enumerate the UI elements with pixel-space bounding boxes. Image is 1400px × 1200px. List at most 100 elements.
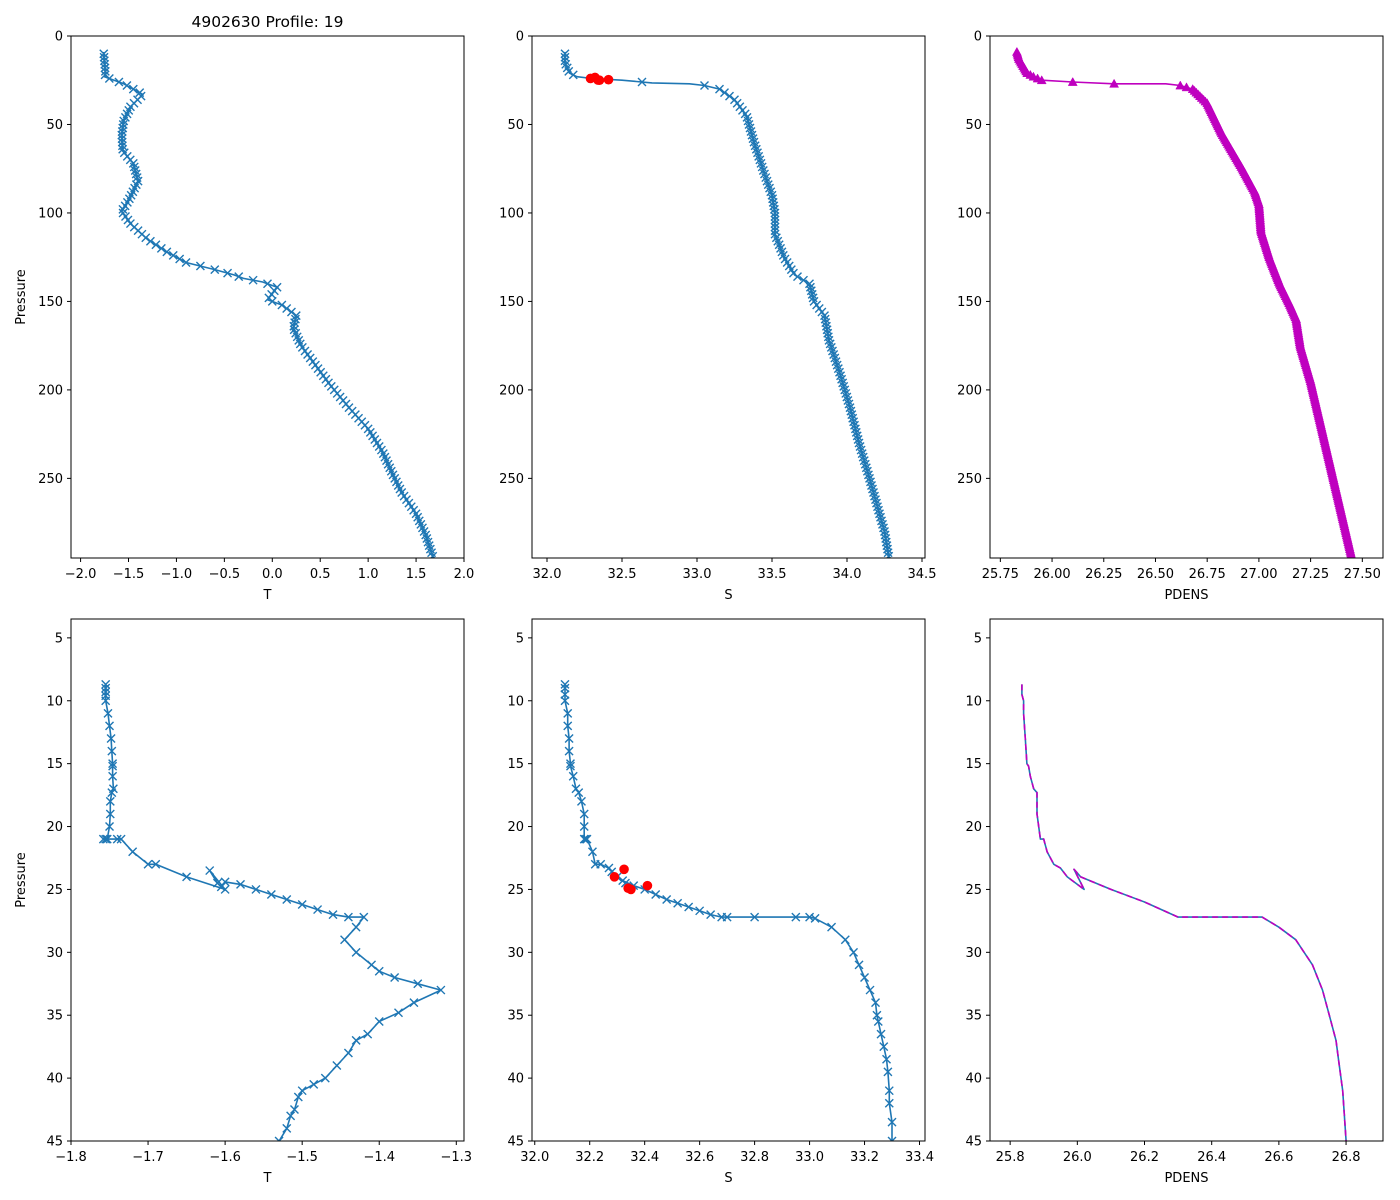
x-marker — [248, 275, 258, 285]
x-marker — [286, 307, 296, 317]
y-tick-label: 40 — [507, 1072, 524, 1087]
x-marker — [563, 708, 573, 718]
x-marker — [117, 137, 127, 147]
y-tick-label: 100 — [957, 206, 982, 221]
x-marker — [351, 922, 361, 932]
x-marker — [122, 81, 132, 91]
x-tick-label: 32.2 — [575, 1150, 604, 1165]
y-tick-label: 5 — [516, 631, 524, 646]
x-marker — [236, 879, 246, 889]
x-marker — [328, 910, 338, 920]
x-tick-label: 26.4 — [1197, 1150, 1226, 1165]
x-marker — [332, 1061, 342, 1071]
x-marker — [351, 1035, 361, 1045]
y-tick-label: 250 — [499, 472, 524, 487]
x-marker — [436, 985, 446, 995]
x-marker — [700, 81, 709, 91]
x-tick-label: −0.5 — [209, 567, 241, 582]
x-marker — [117, 134, 127, 144]
x-marker — [374, 966, 384, 976]
y-tick-label: 40 — [965, 1072, 982, 1087]
x-marker — [182, 872, 192, 882]
x-tick-label: −1.5 — [286, 1150, 318, 1165]
chart-title: 4902630 Profile: 19 — [191, 13, 343, 31]
x-marker — [581, 834, 591, 844]
x-marker — [156, 243, 166, 253]
x-marker — [107, 746, 117, 756]
x-marker — [821, 318, 831, 328]
x-marker — [297, 900, 307, 910]
x-marker — [114, 77, 124, 87]
x-marker — [673, 898, 683, 908]
x-tick-label: 33.4 — [905, 1150, 934, 1165]
x-marker — [715, 84, 724, 94]
x-marker — [128, 847, 138, 857]
x-tick-label: −1.0 — [161, 567, 193, 582]
x-marker — [720, 88, 729, 98]
flagged-point — [609, 872, 620, 882]
y-tick-label: 100 — [38, 206, 63, 221]
x-marker — [99, 56, 109, 66]
plot-area-top-right — [1011, 46, 1356, 558]
x-tick-label: 25.75 — [982, 567, 1019, 582]
y-tick-label: 15 — [46, 757, 63, 772]
x-marker — [251, 884, 261, 894]
x-marker — [277, 300, 287, 310]
x-marker — [883, 1067, 893, 1077]
triangle-marker — [1109, 78, 1120, 88]
y-tick-label: 150 — [957, 295, 982, 310]
panel-bottom-left: −1.8 −1.7 −1.6 −1.5 −1.4 −1.3 5 10 15 20 25 30 35 40 4… — [14, 618, 472, 1186]
x-marker — [145, 236, 155, 246]
x-marker — [263, 279, 272, 289]
x-marker — [282, 304, 292, 313]
x-marker — [118, 123, 128, 133]
x-marker — [725, 91, 734, 101]
x-marker — [881, 534, 891, 544]
x-marker — [101, 696, 111, 706]
x-marker — [768, 194, 778, 204]
y-tick-label: 30 — [46, 946, 63, 961]
x-axis-label: PDENS — [1164, 1171, 1208, 1186]
x-marker — [118, 204, 128, 214]
x-tick-label: 25.8 — [996, 1150, 1025, 1165]
x-marker — [568, 771, 578, 781]
y-axis-label: Pressure — [14, 269, 29, 325]
x-marker — [883, 548, 893, 558]
x-tick-label: 33.2 — [850, 1150, 879, 1165]
y-tick-label: 250 — [957, 472, 982, 487]
x-marker — [887, 1136, 897, 1141]
x-marker — [390, 972, 400, 982]
x-marker — [854, 960, 864, 970]
series-line-solid — [1016, 51, 1353, 558]
x-marker — [568, 70, 578, 80]
x-marker — [574, 788, 584, 798]
x-tick-label: −1.5 — [113, 567, 145, 582]
y-tick-label: 200 — [499, 383, 524, 398]
triangle-marker — [1036, 75, 1047, 85]
x-marker — [107, 788, 117, 798]
x-marker — [343, 912, 353, 922]
axes-frame — [70, 618, 465, 1142]
x-marker — [823, 328, 833, 338]
x-marker — [102, 834, 112, 844]
x-marker — [293, 1092, 303, 1102]
x-marker — [105, 822, 115, 832]
plot-area-top-middle — [560, 49, 894, 558]
x-marker — [210, 265, 220, 275]
x-marker — [767, 190, 777, 200]
x-marker — [320, 1073, 330, 1083]
series-line-solid — [102, 684, 442, 1141]
x-marker — [579, 809, 589, 819]
x-marker — [220, 877, 230, 887]
x-axis-label: PDENS — [1164, 588, 1208, 603]
x-tick-label: 33.0 — [795, 1150, 824, 1165]
x-marker — [769, 204, 779, 214]
y-tick-label: 20 — [507, 820, 524, 835]
x-marker — [118, 119, 128, 129]
y-tick-label: 15 — [965, 757, 982, 772]
x-tick-label: 27.50 — [1344, 567, 1381, 582]
y-tick-label: 50 — [965, 118, 982, 133]
x-marker — [181, 258, 191, 267]
x-marker — [141, 233, 151, 243]
